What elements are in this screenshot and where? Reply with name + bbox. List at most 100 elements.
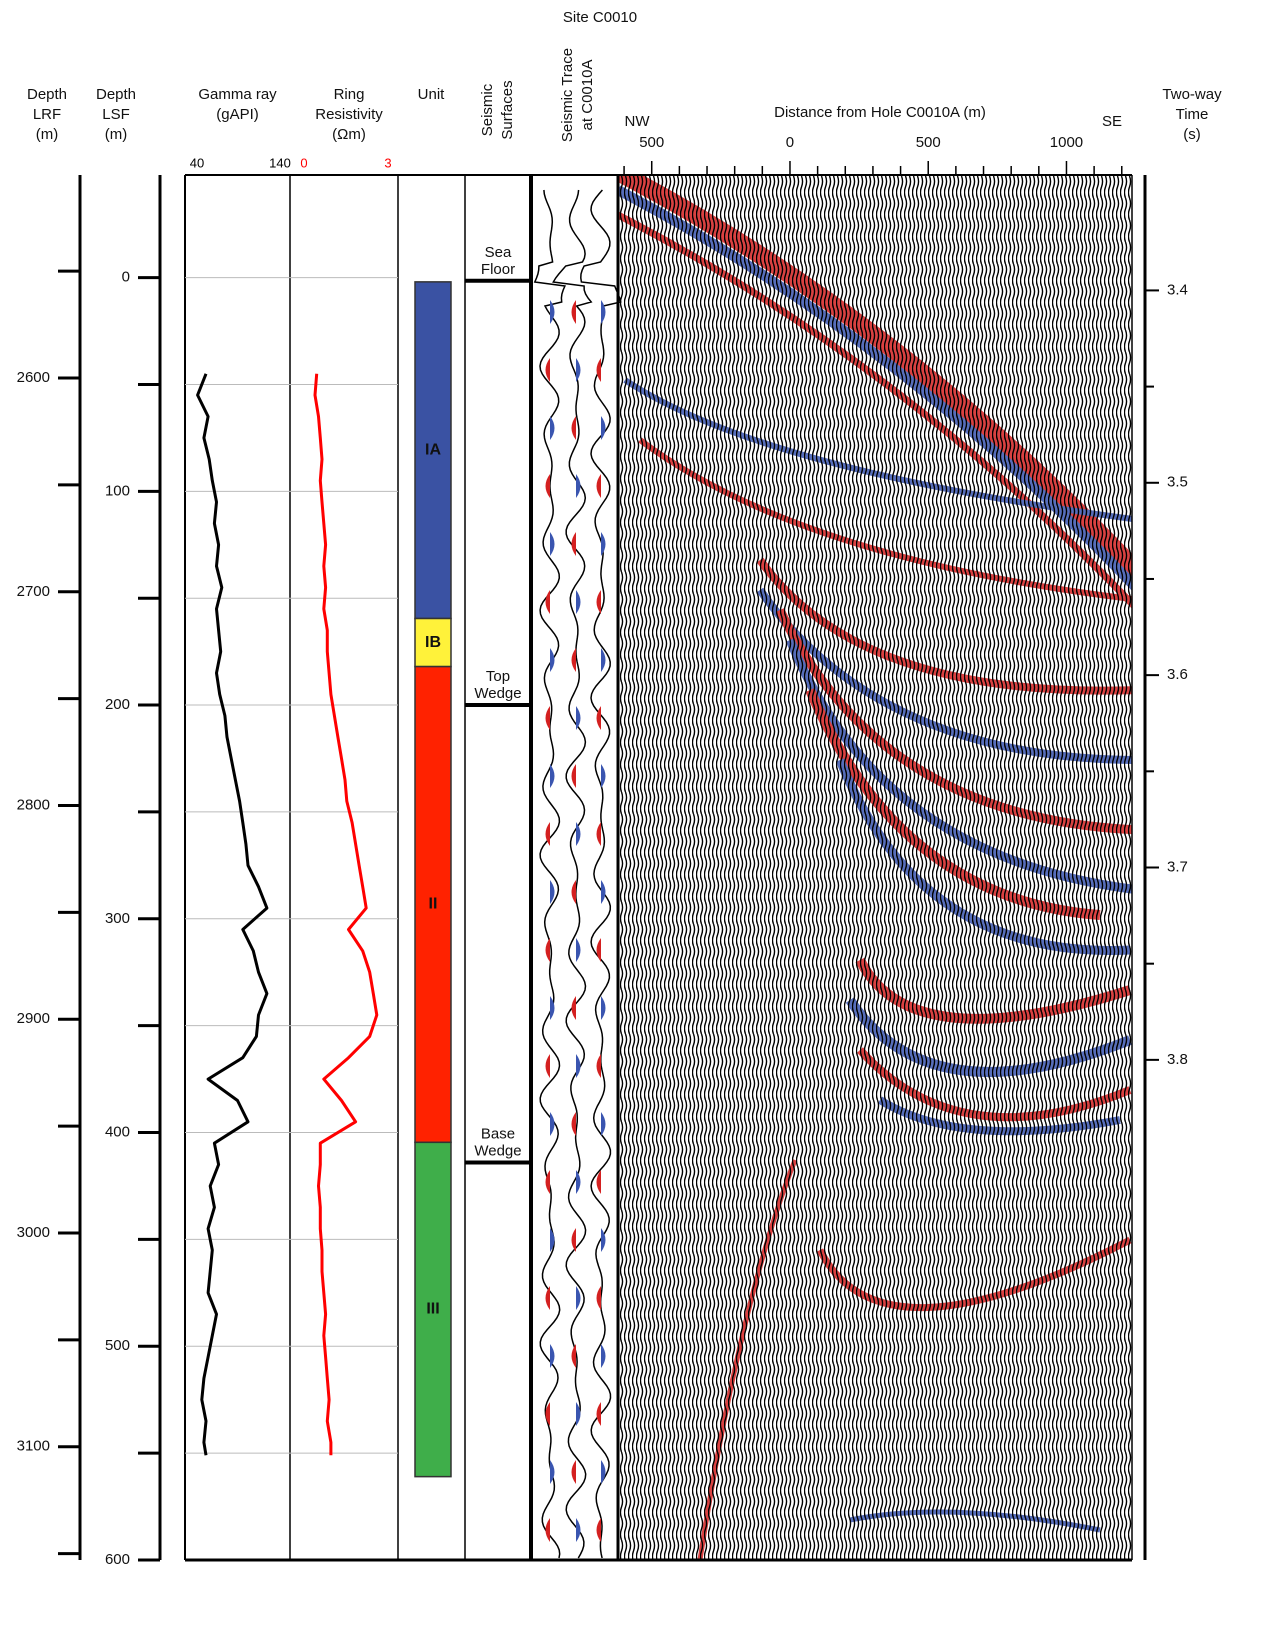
header-label: Time — [1176, 106, 1209, 123]
y-tick-label: 400 — [105, 1123, 130, 1140]
seismic-wiggle — [533, 189, 566, 1559]
seismic-lobe — [601, 416, 606, 440]
seismic-lobe — [545, 1054, 550, 1078]
direction-label: SE — [1102, 113, 1122, 130]
seismic-lobe — [576, 358, 581, 382]
seismic-lobe — [545, 706, 550, 730]
seismic-lobe — [550, 416, 555, 440]
surface-label: Wedge — [474, 685, 521, 702]
seismic-lobe — [576, 1054, 581, 1078]
seismic-lobe — [571, 764, 576, 788]
x-tick-label: 140 — [269, 155, 291, 170]
seismic-lobe — [601, 764, 606, 788]
seismic-lobe — [601, 300, 606, 324]
y-tick-label: 2800 — [17, 796, 50, 813]
y-tick-label: 600 — [105, 1551, 130, 1568]
seismic-lobe — [545, 1518, 550, 1542]
surface-label: Floor — [481, 261, 515, 278]
y2-tick-label: 3.8 — [1167, 1051, 1188, 1068]
seismic-lobe — [596, 938, 601, 962]
y-tick-label: 100 — [105, 482, 130, 499]
seismic-lobe — [545, 358, 550, 382]
header-label: Resistivity — [315, 106, 383, 123]
seismic-lobe — [550, 880, 555, 904]
header-label: (gAPI) — [216, 106, 259, 123]
log-curve — [313, 373, 379, 1456]
surface-label: Sea — [485, 244, 512, 261]
header-label: Gamma ray — [198, 86, 277, 103]
surface-label: Wedge — [474, 1142, 521, 1159]
direction-label: NW — [625, 113, 651, 130]
panel-frame — [184, 174, 1133, 1562]
seismic-image — [618, 175, 1132, 1560]
seismic-lobe — [550, 648, 555, 672]
seismic-lobe — [596, 1518, 601, 1542]
header-label: Depth — [27, 86, 67, 103]
seismic-lobe — [601, 1228, 606, 1252]
seismic-lobe — [550, 1112, 555, 1136]
seismic-lobe — [576, 1286, 581, 1310]
y-tick-label: 3100 — [17, 1438, 50, 1455]
seismic-lobe — [545, 822, 550, 846]
header-label: at C0010A — [579, 60, 596, 131]
unit-bar — [414, 617, 452, 668]
seismic-lobe — [596, 1054, 601, 1078]
seismic-lobe — [550, 1460, 555, 1484]
seismic-lobe — [576, 706, 581, 730]
header-label: Surfaces — [499, 80, 516, 139]
seismic-lobe — [550, 1228, 555, 1252]
header-label: (Ωm) — [332, 126, 366, 143]
seismic-lobe — [571, 996, 576, 1020]
header-label: Seismic — [479, 83, 496, 136]
seismic-lobe — [601, 1460, 606, 1484]
seismic-lobe — [550, 764, 555, 788]
header-label: Depth — [96, 86, 136, 103]
unit-label: II — [429, 896, 438, 913]
seismic-lobe — [545, 1286, 550, 1310]
seismic-wiggle — [552, 189, 593, 1559]
seismic-lobe — [576, 822, 581, 846]
x-tick-label: 500 — [916, 134, 941, 151]
y2-tick-label: 3.4 — [1167, 281, 1188, 298]
seismic-lobe — [576, 1170, 581, 1194]
x-tick-label: 500 — [639, 134, 664, 151]
unit-bar — [414, 1141, 452, 1478]
x-tick-label: 0 — [300, 155, 307, 170]
y-tick-label: 0 — [122, 269, 130, 286]
unit-label: III — [426, 1301, 439, 1318]
surface-label: Base — [481, 1125, 515, 1142]
x-tick-label: 1000 — [1050, 134, 1083, 151]
seismic-lobe — [596, 590, 601, 614]
y-tick-label: 3000 — [17, 1224, 50, 1241]
seismic-lobe — [571, 300, 576, 324]
y2-tick-label: 3.5 — [1167, 474, 1188, 491]
x-tick-label: 3 — [384, 155, 391, 170]
y-tick-label: 2900 — [17, 1010, 50, 1027]
seismic-lobe — [596, 1170, 601, 1194]
unit-label: IB — [425, 634, 441, 651]
seismic-lobe — [571, 1344, 576, 1368]
seismic-lobe — [576, 1402, 581, 1426]
log-curve — [196, 373, 269, 1456]
unit-label: IA — [425, 441, 441, 458]
y-tick-label: 200 — [105, 696, 130, 713]
seismic-lobe — [571, 880, 576, 904]
seismic-lobe — [571, 532, 576, 556]
y-tick-label: 500 — [105, 1337, 130, 1354]
seismic-lobe — [571, 1228, 576, 1252]
header-label: Unit — [418, 86, 446, 103]
seismic-lobe — [576, 938, 581, 962]
seismic-lobe — [571, 1112, 576, 1136]
seismic-lobe — [550, 996, 555, 1020]
seismic-lobe — [601, 1344, 606, 1368]
seismic-lobe — [601, 880, 606, 904]
seismic-lobe — [601, 1112, 606, 1136]
seismic-wiggle — [580, 189, 622, 1559]
y-tick-label: 2600 — [17, 369, 50, 386]
seismic-lobe — [576, 590, 581, 614]
figure-title: Site C0010 — [563, 9, 637, 26]
seismic-lobe — [545, 1402, 550, 1426]
seismic-lobe — [576, 1518, 581, 1542]
header-label: (m) — [36, 126, 59, 143]
seismic-lobe — [596, 706, 601, 730]
